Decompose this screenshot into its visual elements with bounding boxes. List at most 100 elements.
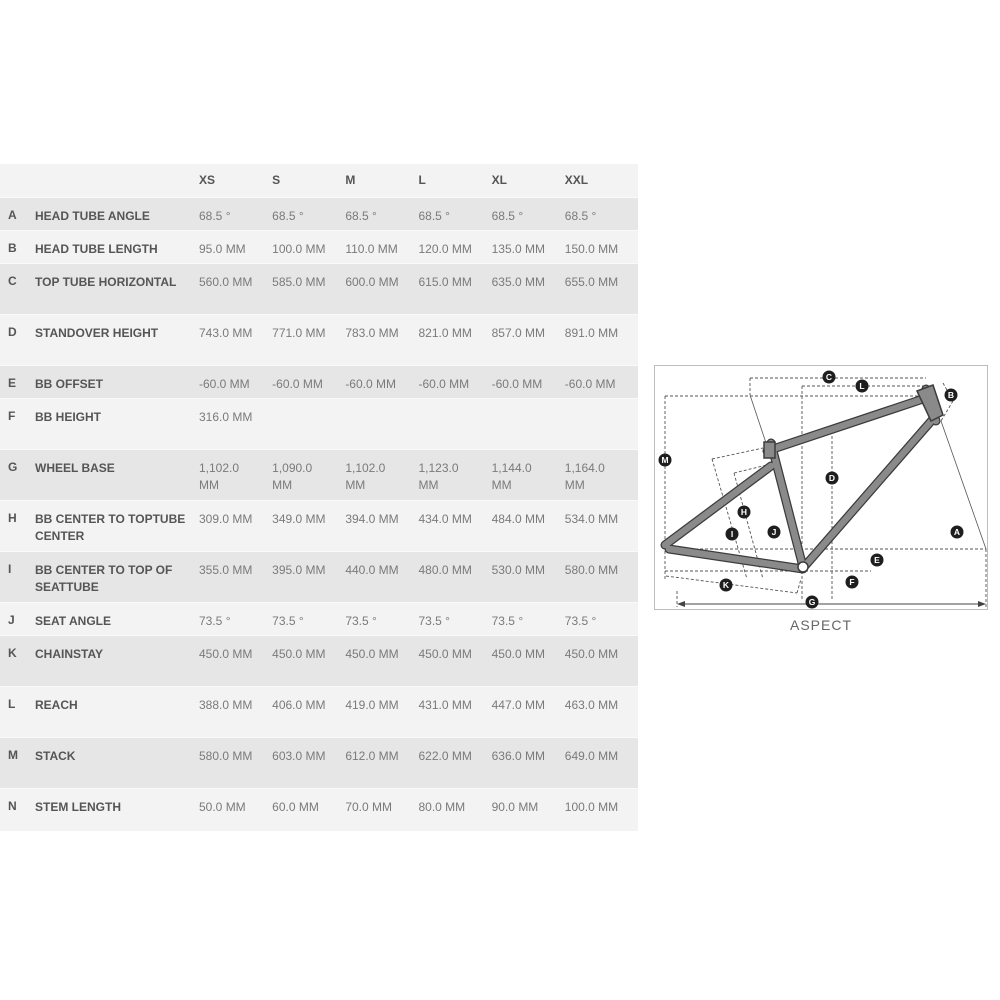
cell-value: 100.0 MM bbox=[564, 799, 619, 814]
cell-value: 1,164.0 MM bbox=[564, 460, 605, 492]
label-letter: D bbox=[829, 473, 835, 483]
cell-value: 100.0 MM bbox=[272, 241, 326, 256]
geometry-table: XS S M L XL XXL A HEAD TUBE ANGLE 68.5 ° 68… bbox=[0, 164, 638, 831]
cell-value: 73.5 ° bbox=[418, 613, 450, 628]
cell-value: 585.0 MM bbox=[272, 274, 326, 289]
row-letter: J bbox=[8, 612, 15, 627]
row-label: REACH bbox=[35, 697, 78, 712]
cell-value: 68.5 ° bbox=[345, 208, 377, 223]
cell-value: -60.0 MM bbox=[272, 376, 323, 391]
seat-angle-line bbox=[749, 394, 768, 447]
frame-tube bbox=[767, 439, 807, 571]
frame-tube bbox=[763, 395, 927, 455]
table-row: H BB CENTER TO TOPTUBE CENTER 309.0 MM 349.… bbox=[0, 500, 638, 551]
label-letter: C bbox=[826, 372, 832, 382]
row-label: STANDOVER HEIGHT bbox=[35, 325, 159, 340]
row-letter: M bbox=[8, 747, 18, 762]
cell-value: 530.0 MM bbox=[491, 562, 545, 577]
cell-value: 135.0 MM bbox=[491, 241, 545, 256]
cell-value: 1,123.0 MM bbox=[418, 460, 459, 492]
label-letter: B bbox=[948, 390, 954, 400]
cell-value: 68.5 ° bbox=[418, 208, 450, 223]
label-badge-a bbox=[950, 525, 964, 539]
cell-value: 649.0 MM bbox=[564, 748, 619, 763]
table-row: C TOP TUBE HORIZONTAL 560.0 MM 585.0 MM 600.… bbox=[0, 263, 638, 314]
size-header: XXL bbox=[564, 173, 589, 187]
table-row: L REACH 388.0 MM 406.0 MM 419.0 MM 431.0 MM 44… bbox=[0, 686, 638, 737]
cell-value: 450.0 MM bbox=[199, 646, 253, 661]
frame-tube bbox=[661, 462, 775, 549]
table-row: N STEM LENGTH 50.0 MM 60.0 MM 70.0 MM 80.0 MM… bbox=[0, 788, 638, 831]
cell-value: 821.0 MM bbox=[418, 325, 472, 340]
label-letter: L bbox=[859, 381, 864, 391]
row-letter: N bbox=[8, 798, 17, 813]
cell-value: 50.0 MM bbox=[199, 799, 246, 814]
row-letter: K bbox=[8, 645, 17, 660]
cell-value: 349.0 MM bbox=[272, 511, 326, 526]
cell-value: 450.0 MM bbox=[418, 646, 472, 661]
cell-value: 90.0 MM bbox=[491, 799, 539, 814]
dimension-line bbox=[940, 400, 954, 422]
cell-value: 1,102.0 MM bbox=[199, 460, 240, 492]
cell-value: 655.0 MM bbox=[564, 274, 619, 289]
cell-value: 783.0 MM bbox=[345, 325, 399, 340]
label-badge-e bbox=[870, 553, 884, 567]
cell-value: 534.0 MM bbox=[564, 511, 619, 526]
label-badge-h bbox=[737, 505, 751, 519]
cell-value: 419.0 MM bbox=[345, 697, 399, 712]
cell-value: -60.0 MM bbox=[418, 376, 470, 391]
cell-value: 463.0 MM bbox=[564, 697, 619, 712]
label-letter: E bbox=[874, 555, 880, 565]
seat-tube-top bbox=[763, 441, 776, 459]
row-label: BB HEIGHT bbox=[35, 409, 101, 424]
cell-value: -60.0 MM bbox=[491, 376, 543, 391]
cell-value: 80.0 MM bbox=[418, 799, 466, 814]
cell-value: 580.0 MM bbox=[199, 748, 253, 763]
label-letter: J bbox=[772, 527, 777, 537]
label-badge-f bbox=[845, 575, 859, 589]
cell-value: 120.0 MM bbox=[418, 241, 472, 256]
cell-value: 394.0 MM bbox=[345, 511, 399, 526]
cell-value: 615.0 MM bbox=[418, 274, 472, 289]
row-label: HEAD TUBE ANGLE bbox=[35, 208, 150, 223]
cell-value: 68.5 ° bbox=[272, 208, 304, 223]
label-letter: I bbox=[731, 529, 733, 539]
row-letter: E bbox=[8, 375, 17, 390]
label-badge-i bbox=[725, 527, 739, 541]
cell-value: 450.0 MM bbox=[491, 646, 545, 661]
label-letter: G bbox=[809, 597, 816, 607]
row-label: CHAINSTAY bbox=[35, 646, 104, 661]
cell-value: 743.0 MM bbox=[199, 325, 253, 340]
row-label: BB CENTER TO TOPTUBE CENTER bbox=[35, 511, 186, 543]
table-row: E BB OFFSET -60.0 MM -60.0 MM -60.0 MM -60.0 … bbox=[0, 365, 638, 398]
row-letter: L bbox=[8, 696, 16, 711]
frame-tube bbox=[665, 545, 807, 573]
row-letter: A bbox=[8, 207, 17, 222]
cell-value: -60.0 MM bbox=[564, 376, 616, 391]
table-row: D STANDOVER HEIGHT 743.0 MM 771.0 MM 783.0 M… bbox=[0, 314, 638, 365]
size-header: S bbox=[272, 173, 281, 187]
cell-value: -60.0 MM bbox=[345, 376, 396, 391]
cell-value: 450.0 MM bbox=[345, 646, 399, 661]
table-row: J SEAT ANGLE 73.5 ° 73.5 ° 73.5 ° 73.5 ° 73.5 … bbox=[0, 602, 638, 635]
cell-value: 70.0 MM bbox=[345, 799, 392, 814]
cell-value: 580.0 MM bbox=[564, 562, 619, 577]
label-letter: F bbox=[849, 577, 854, 587]
frame-drawing: A B C D E F G H I J K L M bbox=[658, 370, 987, 609]
cell-value: 484.0 MM bbox=[491, 511, 545, 526]
cell-value: 480.0 MM bbox=[418, 562, 472, 577]
label-badge-m bbox=[658, 453, 672, 467]
row-label: TOP TUBE HORIZONTAL bbox=[35, 274, 177, 289]
cell-value: 355.0 MM bbox=[199, 562, 253, 577]
cell-value: 110.0 MM bbox=[345, 241, 398, 256]
table-row: M STACK 580.0 MM 603.0 MM 612.0 MM 622.0 MM 63… bbox=[0, 737, 638, 788]
cell-value: 68.5 ° bbox=[491, 208, 524, 223]
dimension-line bbox=[711, 447, 764, 460]
row-letter: D bbox=[8, 324, 17, 339]
size-header: M bbox=[345, 173, 356, 187]
cell-value: 316.0 MM bbox=[199, 409, 253, 424]
cell-value: 73.5 ° bbox=[345, 613, 377, 628]
row-letter: C bbox=[8, 273, 17, 288]
cell-value: 68.5 ° bbox=[564, 208, 597, 223]
cell-value: 1,090.0 MM bbox=[272, 460, 313, 492]
